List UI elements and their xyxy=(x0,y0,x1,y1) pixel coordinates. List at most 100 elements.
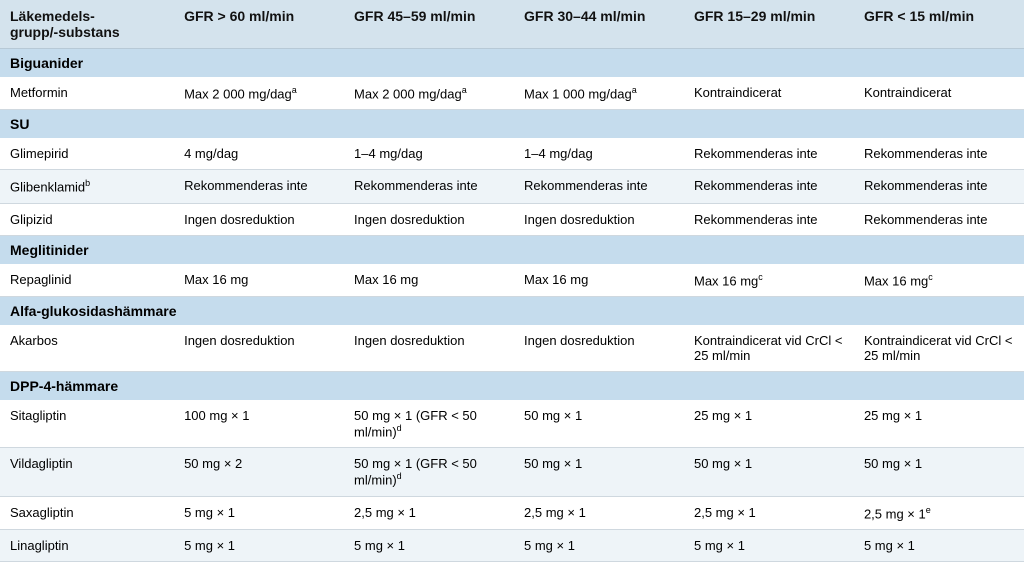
table-row: Akarbos Ingen dosreduktion Ingen dosredukt… xyxy=(0,325,1024,372)
dose-cell: Rekommenderas inte xyxy=(684,203,854,235)
cell-text: Rekommenderas inte xyxy=(694,146,818,161)
dose-cell: Kontraindicerat vid CrCl < 25 ml/min xyxy=(854,325,1024,372)
cell-text: Max 16 mg xyxy=(864,273,928,288)
dose-cell: Max 16 mg xyxy=(344,264,514,297)
cell-text: 1–4 mg/dag xyxy=(354,146,423,161)
footnote-marker: a xyxy=(292,85,297,95)
dose-cell: 5 mg × 1 xyxy=(174,496,344,529)
cell-text: Glimepirid xyxy=(10,146,69,161)
dose-cell: Ingen dosreduktion xyxy=(514,325,684,372)
dose-cell: 2,5 mg × 1 xyxy=(684,496,854,529)
cell-text: Max 1 000 mg/dag xyxy=(524,86,632,101)
section-row: DPP-4-hämmare xyxy=(0,371,1024,400)
column-header-4: GFR 15–29 ml/min xyxy=(684,0,854,49)
dose-cell: Ingen dosreduktion xyxy=(174,203,344,235)
section-row: Alfa-glukosidashämmare xyxy=(0,296,1024,325)
section-row: Biguanider xyxy=(0,49,1024,78)
cell-text: Akarbos xyxy=(10,333,58,348)
table-row: Sitagliptin100 mg × 150 mg × 1 (GFR < 50… xyxy=(0,400,1024,448)
dose-cell: Max 16 mgc xyxy=(684,264,854,297)
dose-cell: 5 mg × 1 xyxy=(344,529,514,561)
cell-text: Metformin xyxy=(10,85,68,100)
table-row: MetforminMax 2 000 mg/dagaMax 2 000 mg/d… xyxy=(0,77,1024,110)
cell-text: Rekommenderas inte xyxy=(184,178,308,193)
dose-cell: Kontraindicerat xyxy=(684,77,854,110)
table-row: Vildagliptin50 mg × 250 mg × 1 (GFR < 50… xyxy=(0,448,1024,496)
drug-name-cell: Sitagliptin xyxy=(0,400,174,448)
cell-text: Ingen dosreduktion xyxy=(184,212,295,227)
cell-text: Kontraindicerat vid CrCl < 25 ml/min xyxy=(864,333,1012,363)
dose-cell: Rekommenderas inte xyxy=(854,203,1024,235)
dose-cell: Max 2 000 mg/daga xyxy=(174,77,344,110)
drug-name-cell: Glipizid xyxy=(0,203,174,235)
dose-cell: 25 mg × 1 xyxy=(684,400,854,448)
section-title: DPP-4-hämmare xyxy=(0,371,1024,400)
header-text: grupp/-substans xyxy=(10,24,120,40)
table-row: GlibenklamidbRekommenderas inteRekommend… xyxy=(0,170,1024,203)
cell-text: 50 mg × 1 (GFR < 50 ml/min) xyxy=(354,408,477,439)
dose-cell: 1–4 mg/dag xyxy=(514,138,684,170)
cell-text: 25 mg × 1 xyxy=(864,408,922,423)
dose-cell: Kontraindicerat vid CrCl < 25 ml/min xyxy=(684,325,854,372)
table-row: Glimepirid 4 mg/dag 1–4 mg/dag 1–4 mg/dag Re… xyxy=(0,138,1024,170)
cell-text: 50 mg × 1 (GFR < 50 ml/min) xyxy=(354,456,477,487)
cell-text: Max 2 000 mg/dag xyxy=(184,86,292,101)
cell-text: Rekommenderas inte xyxy=(864,178,988,193)
dose-cell: 50 mg × 1 (GFR < 50 ml/min)d xyxy=(344,448,514,496)
header-text: GFR 45–59 ml/min xyxy=(354,8,475,24)
footnote-marker: d xyxy=(397,471,402,481)
dose-cell: 50 mg × 2 xyxy=(174,448,344,496)
cell-text: Ingen dosreduktion xyxy=(354,333,465,348)
cell-text: 2,5 mg × 1 xyxy=(864,506,926,521)
dose-cell: 1–4 mg/dag xyxy=(344,138,514,170)
cell-text: Max 2 000 mg/dag xyxy=(354,86,462,101)
cell-text: 5 mg × 1 xyxy=(694,538,745,553)
cell-text: Rekommenderas inte xyxy=(864,212,988,227)
dose-cell: Ingen dosreduktion xyxy=(344,325,514,372)
cell-text: 50 mg × 1 xyxy=(694,456,752,471)
cell-text: Kontraindicerat xyxy=(864,85,951,100)
dose-cell: Kontraindicerat xyxy=(854,77,1024,110)
cell-text: 1–4 mg/dag xyxy=(524,146,593,161)
dose-cell: Rekommenderas inte xyxy=(854,138,1024,170)
table-row: GlipizidIngen dosreduktionIngen dosreduk… xyxy=(0,203,1024,235)
cell-text: Linagliptin xyxy=(10,538,69,553)
cell-text: Glipizid xyxy=(10,212,53,227)
section-title: Alfa-glukosidashämmare xyxy=(0,296,1024,325)
footnote-marker: a xyxy=(462,85,467,95)
footnote-marker: d xyxy=(397,423,402,433)
cell-text: Rekommenderas inte xyxy=(524,178,648,193)
table-row: Linagliptin5 mg × 15 mg × 15 mg × 15 mg … xyxy=(0,529,1024,561)
dose-cell: Rekommenderas inte xyxy=(684,170,854,203)
dose-cell: Rekommenderas inte xyxy=(174,170,344,203)
dose-cell: 50 mg × 1 xyxy=(514,448,684,496)
header-text: GFR 30–44 ml/min xyxy=(524,8,645,24)
cell-text: Rekommenderas inte xyxy=(354,178,478,193)
cell-text: 50 mg × 1 xyxy=(864,456,922,471)
cell-text: Max 16 mg xyxy=(524,272,588,287)
header-text: GFR > 60 ml/min xyxy=(184,8,294,24)
column-header-5: GFR < 15 ml/min xyxy=(854,0,1024,49)
dose-cell: Rekommenderas inte xyxy=(514,170,684,203)
section-title: Biguanider xyxy=(0,49,1024,78)
dose-cell: 2,5 mg × 1e xyxy=(854,496,1024,529)
table-body: BiguaniderMetforminMax 2 000 mg/dagaMax … xyxy=(0,49,1024,562)
cell-text: 25 mg × 1 xyxy=(694,408,752,423)
dose-cell: 5 mg × 1 xyxy=(684,529,854,561)
cell-text: Repaglinid xyxy=(10,272,71,287)
footnote-marker: a xyxy=(632,85,637,95)
cell-text: 4 mg/dag xyxy=(184,146,238,161)
column-header-3: GFR 30–44 ml/min xyxy=(514,0,684,49)
table-head: Läkemedels-grupp/-substansGFR > 60 ml/mi… xyxy=(0,0,1024,49)
dose-cell: 5 mg × 1 xyxy=(514,529,684,561)
dose-cell: Max 16 mg xyxy=(514,264,684,297)
dosing-table: Läkemedels-grupp/-substansGFR > 60 ml/mi… xyxy=(0,0,1024,562)
section-title: SU xyxy=(0,110,1024,139)
dose-cell: Max 16 mg xyxy=(174,264,344,297)
cell-text: Max 16 mg xyxy=(184,272,248,287)
cell-text: Max 16 mg xyxy=(354,272,418,287)
column-header-1: GFR > 60 ml/min xyxy=(174,0,344,49)
header-row: Läkemedels-grupp/-substansGFR > 60 ml/mi… xyxy=(0,0,1024,49)
section-row: SU xyxy=(0,110,1024,139)
cell-text: Rekommenderas inte xyxy=(864,146,988,161)
